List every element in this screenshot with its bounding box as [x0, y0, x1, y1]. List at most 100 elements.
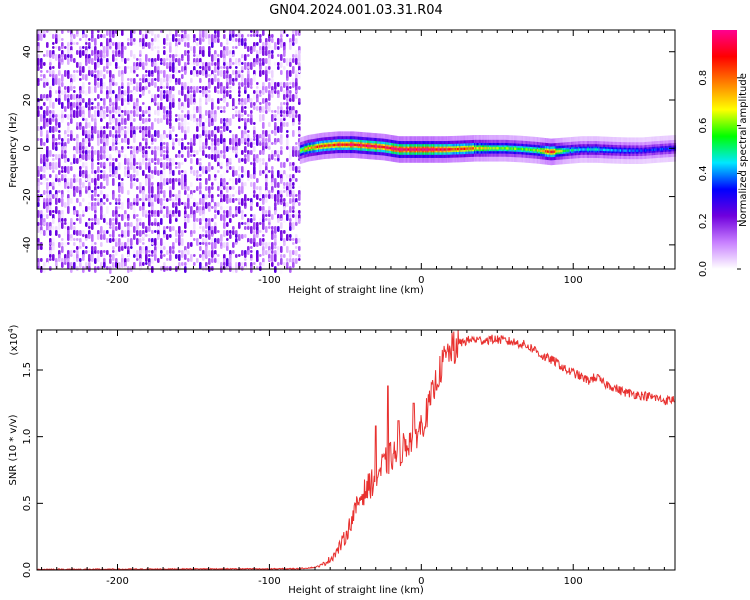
- noise-cell: [43, 166, 46, 173]
- noise-cell: [271, 254, 274, 262]
- signal-cell: [656, 148, 658, 151]
- noise-cell: [58, 78, 61, 86]
- noise-cell: [70, 166, 73, 171]
- noise-cell: [52, 34, 55, 39]
- noise-cell: [217, 126, 220, 133]
- noise-cell: [70, 162, 73, 165]
- noise-cell: [160, 174, 163, 182]
- noise-cell: [268, 102, 271, 106]
- noise-cell: [52, 218, 55, 224]
- noise-cell: [91, 30, 94, 35]
- noise-cell: [112, 146, 115, 151]
- noise-cell: [64, 146, 67, 151]
- noise-cell: [256, 222, 259, 227]
- noise-cell: [124, 110, 127, 116]
- noise-cell: [208, 230, 211, 235]
- noise-cell: [112, 218, 115, 221]
- signal-cell: [308, 146, 311, 150]
- noise-cell: [295, 74, 298, 79]
- noise-cell: [163, 86, 166, 89]
- noise-cell: [214, 66, 217, 73]
- noise-cell: [118, 54, 121, 57]
- noise-cell: [253, 162, 256, 167]
- noise-cell: [76, 158, 79, 164]
- noise-cell: [55, 198, 58, 205]
- noise-cell: [271, 142, 274, 145]
- noise-cell: [130, 110, 133, 114]
- noise-cell: [247, 114, 250, 117]
- noise-cell: [175, 54, 178, 57]
- noise-cell: [262, 222, 265, 230]
- signal-cell: [488, 147, 491, 150]
- noise-cell: [121, 262, 124, 268]
- noise-cell: [244, 118, 247, 123]
- noise-cell: [172, 66, 175, 73]
- noise-cell: [112, 134, 115, 138]
- noise-cell: [175, 218, 178, 222]
- signal-cell: [606, 148, 608, 152]
- noise-cell: [37, 78, 40, 83]
- signal-cell: [525, 148, 527, 151]
- noise-cell: [289, 62, 292, 67]
- noise-cell: [277, 122, 280, 126]
- noise-cell: [265, 194, 268, 198]
- signal-cell: [622, 149, 624, 152]
- noise-cell: [202, 234, 205, 237]
- noise-cell: [151, 254, 154, 257]
- noise-cell: [226, 102, 229, 107]
- noise-cell: [181, 58, 184, 61]
- noise-cell: [121, 226, 124, 231]
- noise-cell: [106, 70, 109, 74]
- noise-cell: [94, 38, 97, 46]
- noise-cell: [127, 146, 130, 149]
- noise-cell: [163, 142, 166, 145]
- noise-cell: [70, 42, 73, 45]
- noise-cell: [166, 86, 169, 89]
- noise-cell: [220, 86, 223, 94]
- signal-cell: [542, 149, 544, 153]
- noise-cell: [118, 110, 121, 115]
- noise-cell: [190, 194, 193, 199]
- signal-cell: [506, 147, 508, 150]
- noise-cell: [292, 178, 295, 181]
- signal-cell: [442, 148, 444, 151]
- y-tick-label: -40: [22, 237, 33, 253]
- noise-cell: [37, 234, 40, 238]
- noise-cell: [73, 94, 76, 100]
- noise-cell: [106, 162, 109, 170]
- noise-cell: [121, 74, 124, 82]
- noise-cell: [157, 186, 160, 191]
- signal-cell: [494, 147, 497, 150]
- noise-cell: [268, 206, 271, 211]
- noise-cell: [97, 62, 100, 68]
- noise-cell: [244, 90, 247, 94]
- noise-cell: [283, 58, 286, 63]
- signal-cell: [511, 147, 514, 150]
- noise-cell: [112, 54, 115, 62]
- noise-cell: [58, 234, 61, 238]
- colorbar-label: Normalized spectral amplitude: [738, 73, 749, 227]
- noise-cell: [151, 174, 154, 179]
- noise-cell: [181, 38, 184, 42]
- signal-cell: [352, 143, 354, 146]
- noise-cell: [67, 74, 70, 79]
- noise-cell: [160, 142, 163, 147]
- signal-cell: [548, 150, 550, 153]
- noise-cell: [208, 114, 211, 119]
- noise-cell: [181, 230, 184, 237]
- noise-cell: [73, 138, 76, 141]
- noise-cell: [115, 250, 118, 256]
- noise-cell: [289, 114, 292, 118]
- signal-cell: [437, 148, 440, 151]
- noise-cell: [262, 62, 265, 65]
- noise-cell: [133, 70, 136, 73]
- signal-cell: [371, 144, 373, 148]
- noise-cell: [49, 150, 52, 157]
- noise-cell: [247, 82, 250, 88]
- noise-cell: [262, 198, 265, 205]
- noise-cell: [142, 118, 145, 124]
- signal-cell: [447, 148, 450, 151]
- noise-cell: [79, 202, 82, 207]
- noise-cell: [226, 146, 229, 152]
- noise-cell: [190, 166, 193, 170]
